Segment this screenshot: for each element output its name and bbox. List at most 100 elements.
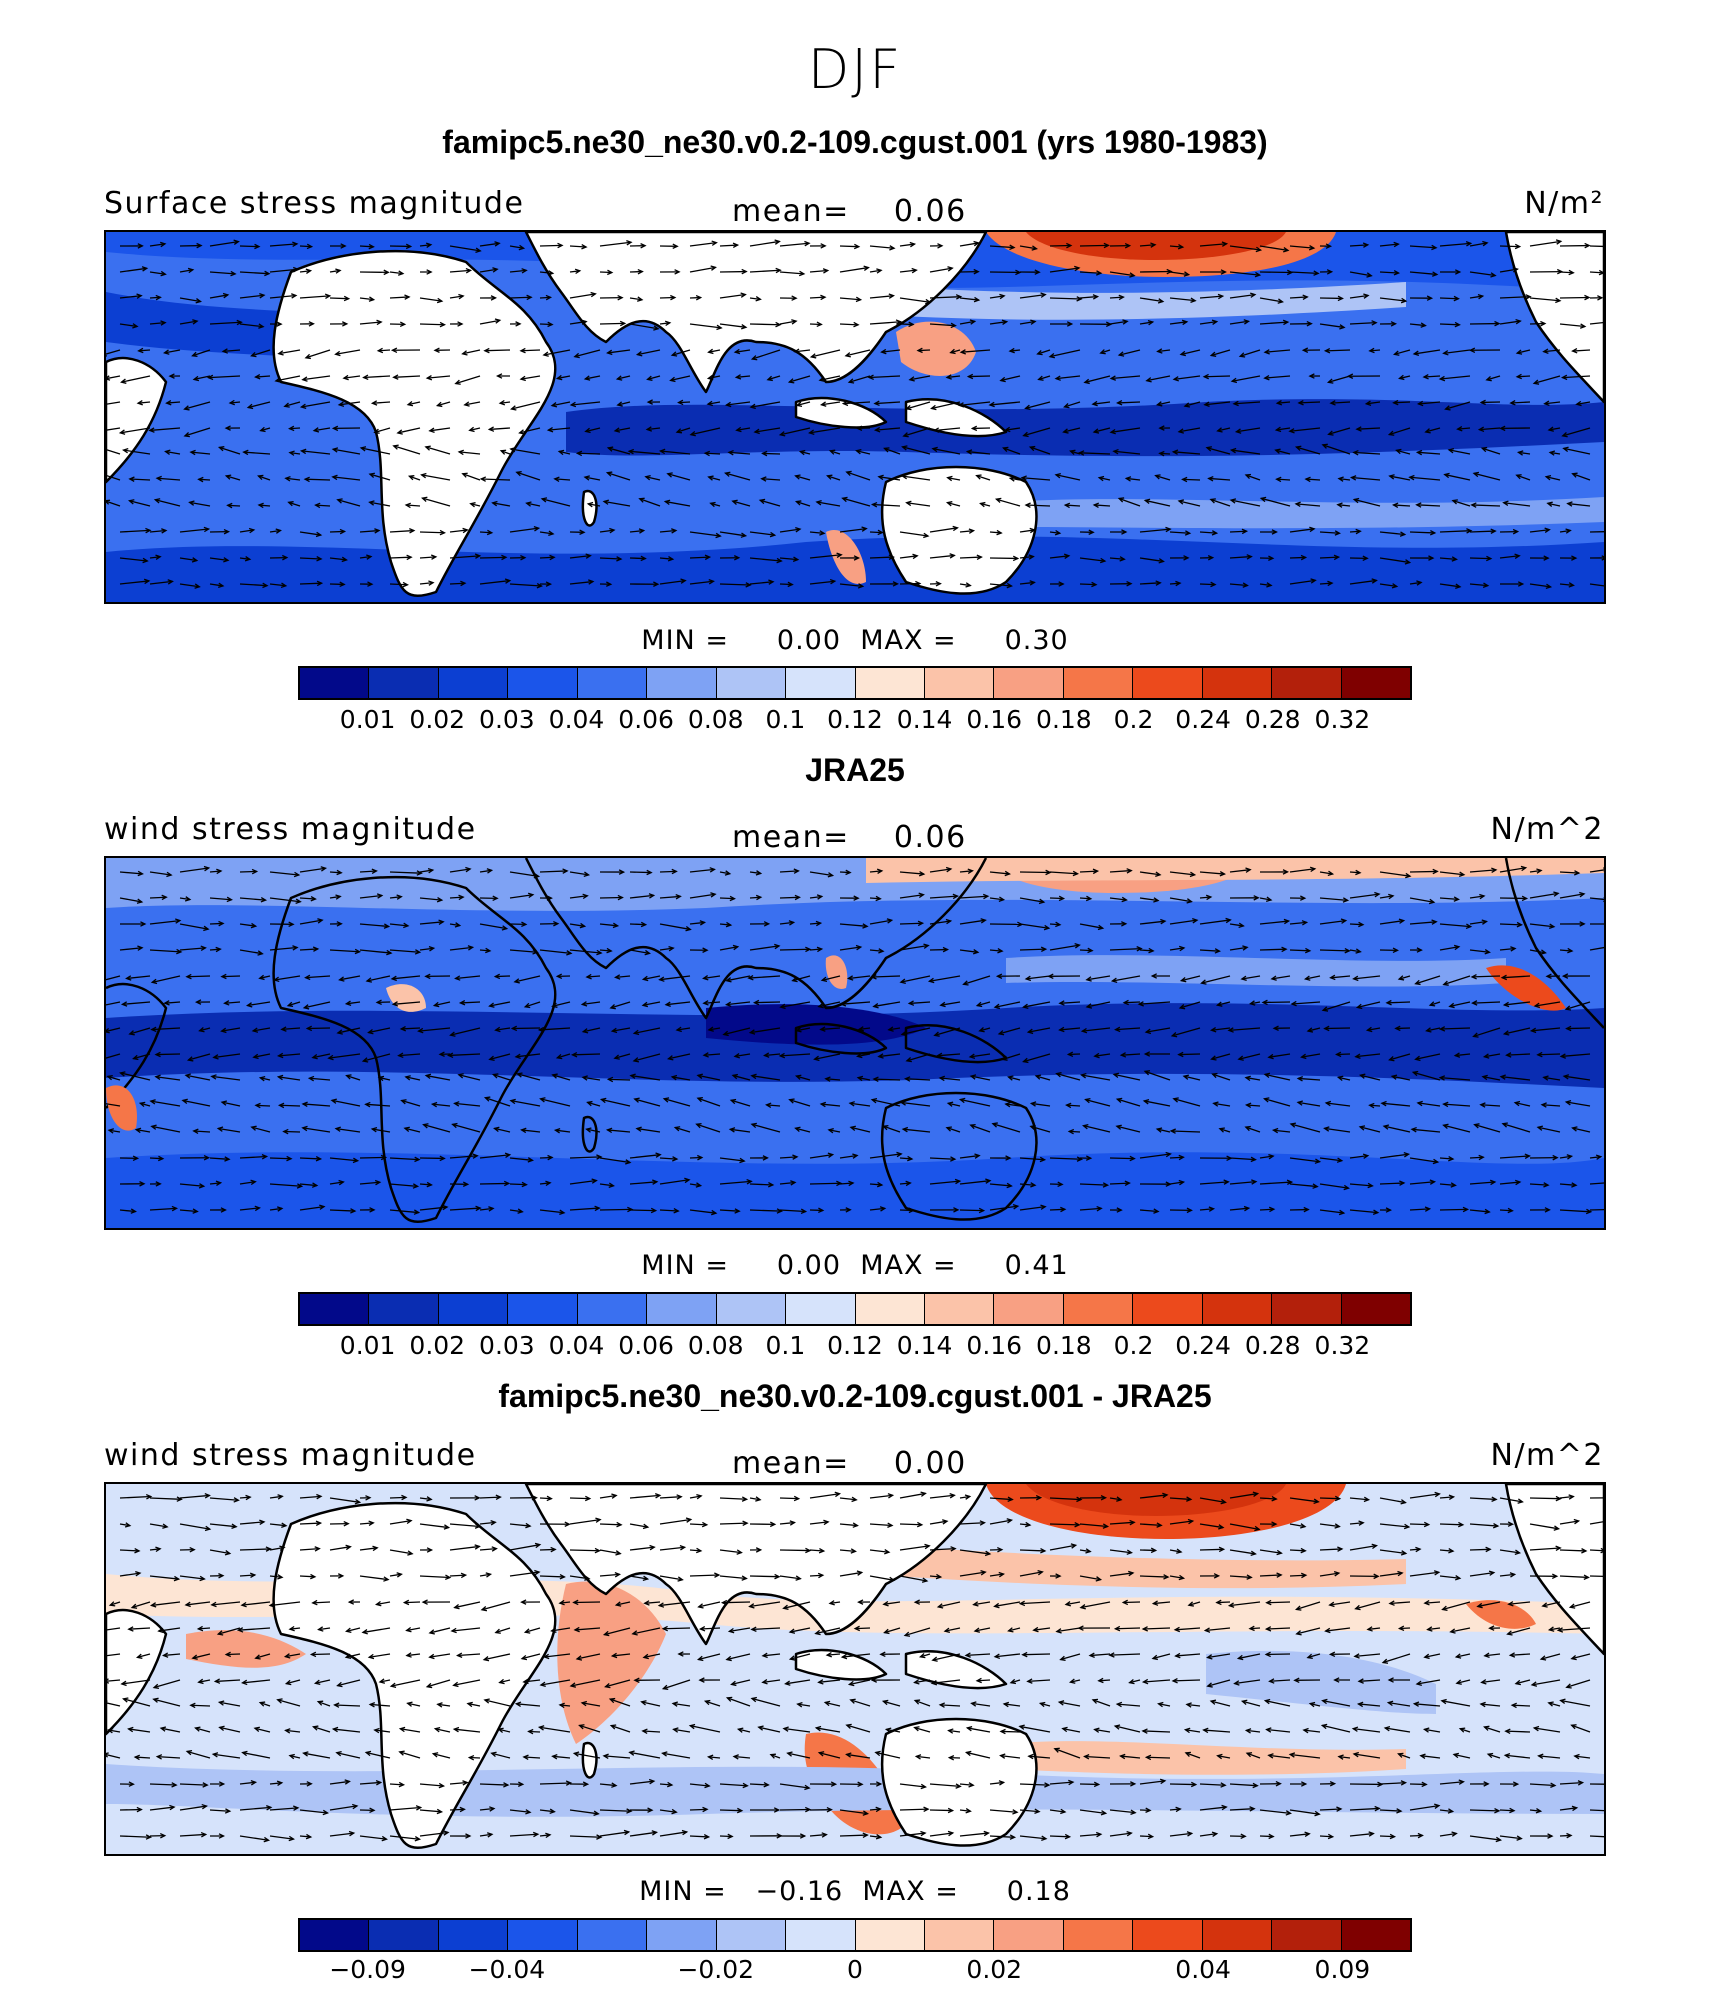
wind-vector bbox=[1499, 1155, 1530, 1159]
wind-vector bbox=[1143, 1679, 1171, 1683]
wind-vector-head bbox=[1001, 1055, 1008, 1061]
wind-vector bbox=[1207, 1679, 1231, 1687]
wind-vector-head bbox=[852, 1153, 859, 1159]
wind-vector-head bbox=[761, 1679, 768, 1685]
wind-vector bbox=[372, 1128, 391, 1133]
wind-vector-head bbox=[254, 1102, 261, 1109]
wind-vector-head bbox=[449, 1031, 456, 1037]
wind-vector bbox=[1469, 1835, 1501, 1841]
wind-vector bbox=[362, 1627, 391, 1634]
wind-vector-head bbox=[605, 581, 613, 587]
wind-vector bbox=[929, 1832, 953, 1837]
wind-vector bbox=[1171, 1130, 1201, 1133]
wind-vector bbox=[182, 1099, 211, 1107]
wind-vector-head bbox=[1366, 272, 1373, 278]
wind-vector bbox=[346, 1001, 361, 1005]
wind-vector-head bbox=[680, 578, 687, 584]
wind-vector-head bbox=[1141, 1678, 1149, 1685]
wind-vector-head bbox=[515, 321, 522, 327]
wind-vector bbox=[1199, 1833, 1217, 1837]
wind-vector bbox=[509, 1157, 533, 1161]
wind-vector-head bbox=[917, 920, 925, 927]
wind-vector-head bbox=[157, 1627, 164, 1634]
wind-vector-head bbox=[254, 1205, 261, 1212]
wind-vector bbox=[179, 1494, 210, 1499]
wind-vector-head bbox=[979, 501, 986, 508]
wind-vector-head bbox=[805, 946, 812, 953]
wind-vector bbox=[751, 1627, 781, 1631]
wind-vector bbox=[149, 896, 167, 899]
wind-vector bbox=[1559, 1155, 1572, 1159]
wind-vector bbox=[551, 1627, 571, 1632]
wind-vector-head bbox=[1323, 1025, 1330, 1032]
wind-vector bbox=[329, 269, 341, 273]
panel-1-units: N/m² bbox=[1524, 186, 1604, 221]
wind-vector-head bbox=[821, 1832, 828, 1838]
wind-vector bbox=[929, 554, 955, 559]
panel-3-wind-vectors bbox=[106, 1491, 1604, 1843]
wind-vector-head bbox=[559, 1573, 566, 1580]
wind-vector bbox=[1450, 1627, 1471, 1633]
wind-vector bbox=[629, 871, 652, 874]
panel-3-minmax: MIN = −0.16 MAX = 0.18 bbox=[0, 1876, 1710, 1907]
wind-vector-head bbox=[1155, 871, 1162, 877]
wind-vector bbox=[633, 1053, 661, 1062]
wind-vector-head bbox=[1165, 1151, 1172, 1158]
wind-vector bbox=[539, 531, 554, 535]
wind-vector bbox=[1338, 1076, 1351, 1081]
wind-vector bbox=[989, 949, 1003, 952]
colorbar-swatch bbox=[716, 668, 787, 698]
wind-vector-head bbox=[799, 1833, 807, 1839]
wind-vector-head bbox=[733, 1053, 740, 1059]
wind-vector-head bbox=[424, 1073, 432, 1080]
wind-vector-head bbox=[555, 374, 563, 381]
wind-vector-head bbox=[1382, 1124, 1390, 1130]
wind-vector bbox=[1289, 556, 1306, 559]
wind-vector bbox=[569, 1809, 599, 1815]
wind-vector bbox=[559, 1601, 571, 1604]
wind-vector bbox=[1056, 1627, 1081, 1633]
wind-vector bbox=[762, 452, 781, 455]
wind-vector bbox=[299, 245, 312, 248]
wind-vector-head bbox=[527, 1157, 534, 1163]
wind-vector bbox=[429, 427, 451, 432]
wind-vector-head bbox=[280, 1026, 287, 1032]
wind-vector bbox=[1469, 869, 1497, 873]
wind-vector-head bbox=[1091, 581, 1098, 588]
wind-vector-head bbox=[855, 425, 863, 431]
wind-vector-head bbox=[732, 1754, 739, 1760]
wind-vector bbox=[1507, 1627, 1531, 1635]
wind-vector-head bbox=[795, 1027, 802, 1033]
wind-vector-head bbox=[1085, 1155, 1093, 1161]
wind-vector bbox=[839, 323, 859, 326]
wind-vector-head bbox=[1025, 1521, 1032, 1528]
wind-vector bbox=[299, 897, 316, 900]
wind-vector-head bbox=[1115, 1097, 1123, 1103]
wind-vector-head bbox=[120, 378, 127, 384]
colorbar-tick-label: 0.08 bbox=[687, 705, 744, 734]
wind-vector bbox=[1033, 1627, 1051, 1631]
wind-vector-head bbox=[251, 868, 259, 875]
wind-vector bbox=[239, 245, 260, 248]
wind-vector-head bbox=[258, 1076, 266, 1082]
wind-vector-head bbox=[1150, 242, 1157, 248]
wind-vector-head bbox=[136, 898, 144, 904]
wind-vector-head bbox=[1447, 447, 1455, 454]
wind-vector bbox=[1264, 1098, 1291, 1107]
wind-vector-head bbox=[1480, 1679, 1487, 1685]
wind-vector-head bbox=[646, 375, 653, 381]
wind-vector bbox=[1439, 1781, 1464, 1785]
panel-2-wind-vectors bbox=[106, 865, 1604, 1216]
wind-vector bbox=[689, 921, 705, 925]
wind-vector-head bbox=[1414, 979, 1421, 986]
wind-vector-head bbox=[194, 583, 201, 589]
wind-vector bbox=[934, 427, 961, 432]
wind-vector-head bbox=[945, 374, 952, 380]
wind-vector-head bbox=[392, 374, 399, 380]
wind-vector-head bbox=[593, 1810, 600, 1816]
wind-vector bbox=[1409, 1181, 1435, 1185]
wind-vector bbox=[305, 478, 331, 481]
wind-vector bbox=[1379, 297, 1406, 302]
wind-vector bbox=[1439, 871, 1464, 876]
wind-vector-head bbox=[226, 502, 233, 509]
